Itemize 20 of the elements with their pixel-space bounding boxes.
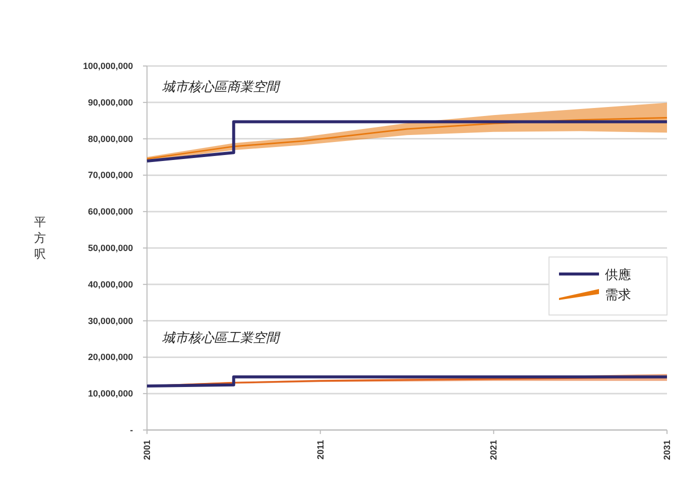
y-tick-label: -: [130, 425, 133, 435]
y-tick-label: 10,000,000: [88, 388, 133, 399]
legend-label: 供應: [605, 267, 631, 282]
y-tick-label: 70,000,000: [88, 170, 133, 180]
y-tick-label: 100,000,000: [82, 61, 133, 71]
y-tick-label: 80,000,000: [88, 134, 133, 144]
x-tick-label: 2021: [488, 440, 499, 460]
y-tick-label: 40,000,000: [88, 279, 133, 290]
x-tick-label: 2001: [142, 440, 152, 460]
y-tick-label: 60,000,000: [88, 206, 133, 217]
x-tick-label: 2011: [315, 440, 326, 460]
y-tick-label: 30,000,000: [88, 316, 133, 326]
y-tick-label: 50,000,000: [88, 243, 133, 253]
y-tick-label: 20,000,000: [88, 352, 133, 362]
legend-label: 需求: [605, 287, 631, 302]
annotation: 城市核心區商業空間: [162, 79, 281, 94]
y-tick-label: 90,000,000: [88, 97, 133, 108]
y-axis-title: 平方呎: [34, 215, 46, 261]
annotation: 城市核心區工業空間: [162, 330, 281, 345]
x-tick-label: 2031: [662, 440, 672, 460]
